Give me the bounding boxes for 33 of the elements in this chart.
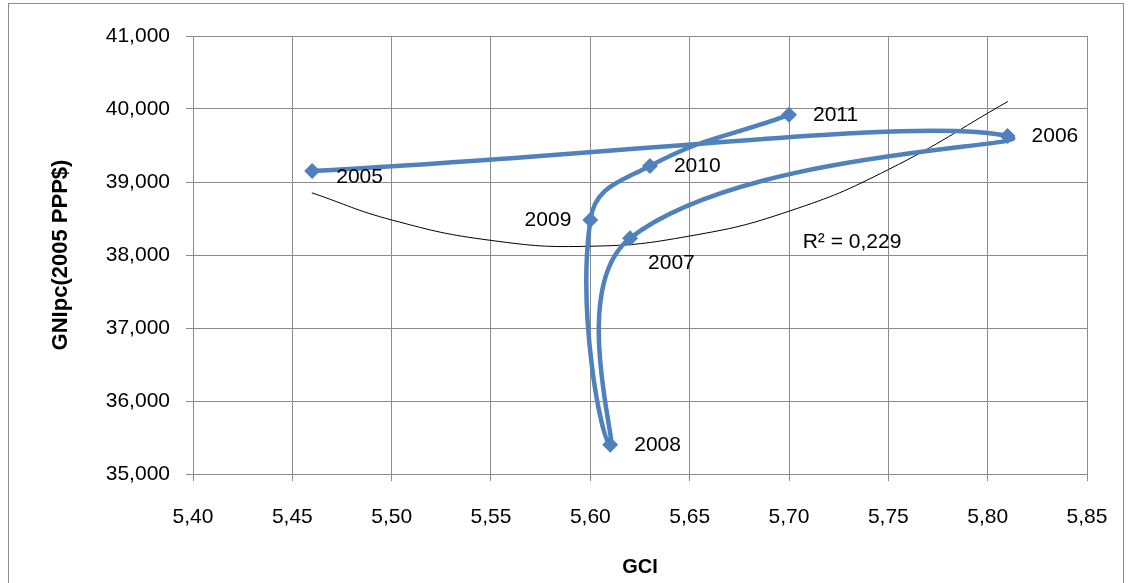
annotation: 2006 [1031, 122, 1079, 146]
annotation: 2005 [336, 163, 383, 187]
annotation: 2008 [634, 431, 681, 455]
point [582, 211, 599, 228]
x-axis-title: GCI [622, 554, 658, 577]
annotation: 2011 [813, 101, 859, 125]
x-tick-label: 5,60 [569, 504, 611, 528]
y-axis-title: GNIpc(2005 PPP$) [47, 159, 73, 351]
y-tick-label: 41,000 [105, 22, 170, 46]
y-tick-label: 39,000 [105, 168, 170, 192]
annotation: R² = 0,229 [802, 228, 902, 252]
x-tick-label: 5,45 [271, 504, 313, 528]
y-tick-label: 40,000 [105, 95, 170, 119]
x-tick-label: 5,80 [967, 504, 1009, 528]
x-tick-label: 5,75 [867, 504, 909, 528]
x-tick-label: 5,65 [669, 504, 711, 528]
point [622, 230, 639, 247]
x-tick-label: 5,55 [470, 504, 512, 528]
x-tick-label: 5,40 [172, 504, 214, 528]
point [999, 128, 1016, 145]
annotation: 2009 [524, 206, 572, 230]
point [641, 157, 658, 174]
y-tick-label: 35,000 [105, 460, 170, 484]
point [304, 163, 321, 180]
x-tick-label: 5,70 [768, 504, 810, 528]
y-tick-label: 38,000 [105, 241, 170, 265]
x-tick-label: 5,85 [1066, 504, 1108, 528]
y-tick-label: 37,000 [105, 314, 170, 338]
annotation: 2007 [648, 250, 695, 274]
x-tick-label: 5,50 [371, 504, 413, 528]
annotation: 2010 [673, 152, 721, 176]
y-tick-label: 36,000 [105, 387, 170, 411]
point [781, 106, 797, 123]
